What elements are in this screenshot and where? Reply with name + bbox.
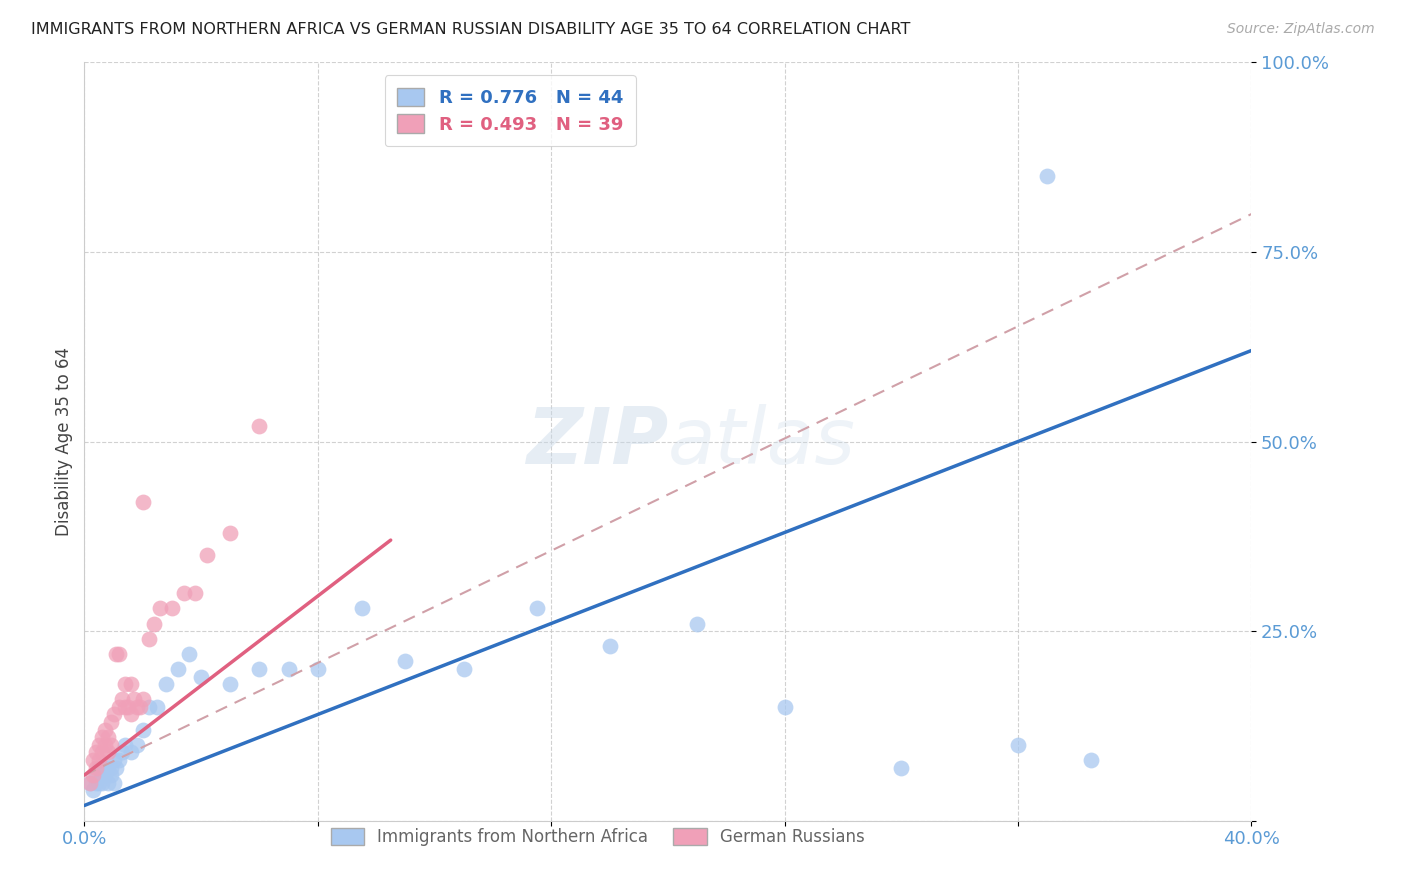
Point — [84, 746, 107, 760]
Point — [108, 647, 131, 661]
Point — [117, 699, 139, 714]
Point — [100, 760, 122, 774]
Point — [249, 419, 271, 434]
Point — [87, 753, 110, 767]
Point — [114, 677, 136, 691]
Point — [195, 548, 218, 563]
Point — [94, 760, 117, 774]
Point — [155, 677, 177, 691]
Point — [94, 723, 117, 737]
Point — [128, 699, 150, 714]
Point — [120, 707, 142, 722]
Point — [82, 753, 104, 767]
Point — [307, 662, 329, 676]
Point — [94, 738, 117, 752]
Point — [108, 699, 131, 714]
Point — [100, 715, 122, 730]
Point — [120, 677, 142, 691]
Point — [184, 586, 207, 600]
Point — [249, 662, 271, 676]
Point — [125, 738, 148, 752]
Point — [79, 776, 101, 790]
Point — [146, 699, 169, 714]
Point — [108, 753, 131, 767]
Point — [90, 730, 112, 744]
Point — [94, 768, 117, 782]
Point — [219, 525, 242, 540]
Point — [82, 768, 104, 782]
Point — [173, 586, 195, 600]
Y-axis label: Disability Age 35 to 64: Disability Age 35 to 64 — [55, 347, 73, 536]
Point — [84, 768, 107, 782]
Point — [97, 776, 120, 790]
Point — [97, 730, 120, 744]
Point — [686, 616, 709, 631]
Point — [599, 639, 621, 653]
Point — [90, 776, 112, 790]
Text: atlas: atlas — [668, 403, 856, 480]
Point — [132, 723, 155, 737]
Point — [97, 746, 120, 760]
Point — [160, 601, 183, 615]
Point — [132, 692, 155, 706]
Point — [120, 746, 142, 760]
Point — [105, 760, 128, 774]
Point — [122, 692, 145, 706]
Point — [90, 768, 112, 782]
Point — [143, 616, 166, 631]
Point — [394, 655, 416, 669]
Point — [125, 699, 148, 714]
Point — [84, 760, 107, 774]
Point — [97, 760, 120, 774]
Point — [82, 783, 104, 797]
Text: Source: ZipAtlas.com: Source: ZipAtlas.com — [1227, 22, 1375, 37]
Point — [179, 647, 201, 661]
Text: IMMIGRANTS FROM NORTHERN AFRICA VS GERMAN RUSSIAN DISABILITY AGE 35 TO 64 CORREL: IMMIGRANTS FROM NORTHERN AFRICA VS GERMA… — [31, 22, 910, 37]
Point — [166, 662, 188, 676]
Point — [100, 738, 122, 752]
Point — [773, 699, 796, 714]
Point — [84, 776, 107, 790]
Point — [138, 632, 160, 646]
Point — [114, 738, 136, 752]
Point — [138, 699, 160, 714]
Point — [453, 662, 475, 676]
Point — [100, 768, 122, 782]
Point — [79, 776, 101, 790]
Point — [190, 669, 212, 683]
Point — [111, 692, 134, 706]
Point — [87, 760, 110, 774]
Point — [526, 601, 548, 615]
Point — [111, 746, 134, 760]
Point — [350, 601, 373, 615]
Point — [103, 776, 125, 790]
Point — [105, 647, 128, 661]
Point — [87, 738, 110, 752]
Point — [890, 760, 912, 774]
Point — [149, 601, 172, 615]
Point — [219, 677, 242, 691]
Point — [277, 662, 299, 676]
Point — [90, 746, 112, 760]
Point — [132, 495, 155, 509]
Point — [1080, 753, 1102, 767]
Point — [103, 753, 125, 767]
Point — [1036, 169, 1059, 184]
Point — [1007, 738, 1029, 752]
Point — [103, 707, 125, 722]
Point — [87, 776, 110, 790]
Point — [114, 699, 136, 714]
Text: ZIP: ZIP — [526, 403, 668, 480]
Legend: Immigrants from Northern Africa, German Russians: Immigrants from Northern Africa, German … — [322, 819, 873, 854]
